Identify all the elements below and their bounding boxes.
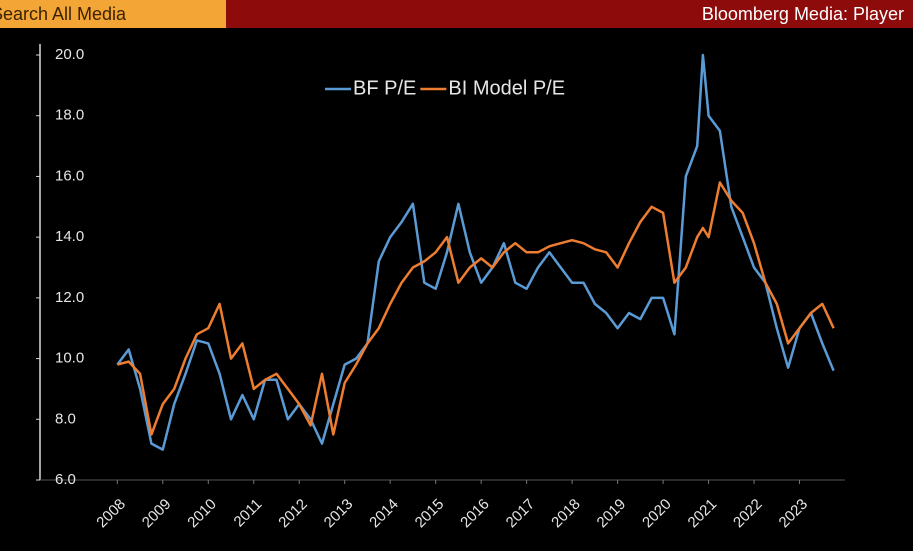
series-line	[116, 181, 835, 436]
y-tick-label: 8.0	[55, 410, 76, 427]
title-bar	[226, 0, 913, 28]
y-tick-label: 18.0	[55, 107, 84, 124]
y-tick-label: 20.0	[55, 46, 84, 63]
series-line	[116, 53, 835, 451]
y-tick-label: 16.0	[55, 167, 84, 184]
y-tick-label: 12.0	[55, 289, 84, 306]
legend-label: BI Model P/E	[448, 77, 565, 99]
search-text[interactable]: Search All Media	[0, 4, 127, 24]
search-box[interactable]	[0, 0, 226, 28]
y-tick-label: 14.0	[55, 228, 84, 245]
legend-label: BF P/E	[353, 77, 416, 99]
y-tick-label: 6.0	[55, 471, 76, 488]
player-title: Bloomberg Media: Player	[702, 4, 904, 24]
y-tick-label: 10.0	[55, 350, 84, 367]
